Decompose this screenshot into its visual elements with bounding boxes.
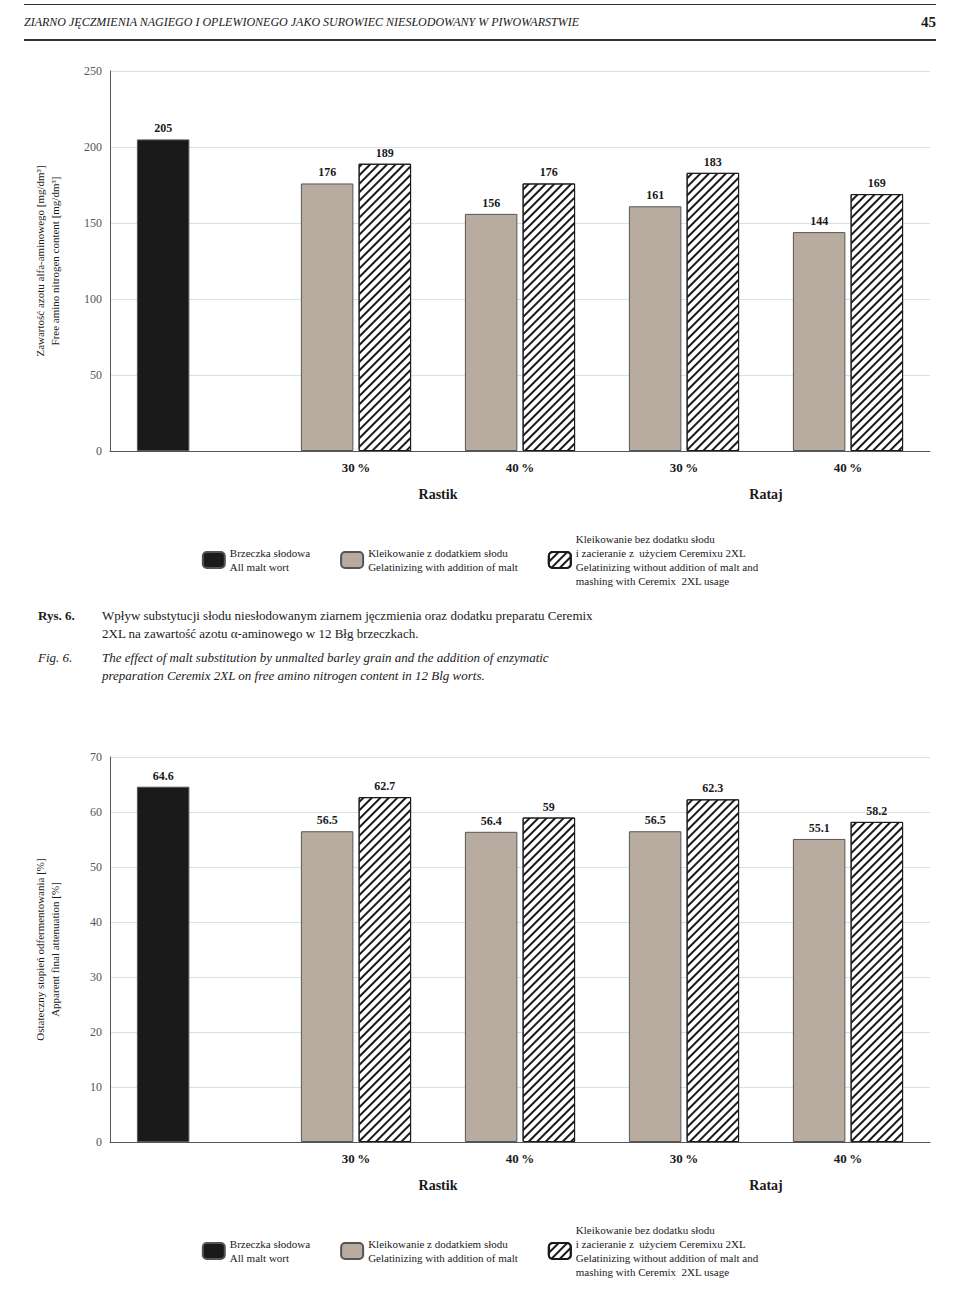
svg-text:144: 144 (810, 214, 828, 228)
svg-text:40 %: 40 % (834, 460, 863, 475)
svg-text:30 %: 30 % (342, 1151, 371, 1166)
svg-text:100: 100 (84, 292, 102, 306)
svg-text:205: 205 (154, 121, 172, 135)
html-text:Wpływ substytucji słodu niesło: Wpływ substytucji słodu niesłodowanym zi… (102, 608, 593, 623)
svg-text:176: 176 (318, 165, 336, 179)
svg-text:Rataj: Rataj (749, 1178, 782, 1193)
svg-text:30 %: 30 % (670, 1151, 699, 1166)
svg-text:Ostateczny stopień odfermentow: Ostateczny stopień odfermentowania [%] (34, 858, 46, 1040)
html-text:ZIARNO JĘCZMIENIA NAGIEGO I OP: ZIARNO JĘCZMIENIA NAGIEGO I OPLEWIONEGO … (24, 14, 579, 29)
svg-text:56.5: 56.5 (645, 813, 666, 827)
svg-text:Kleikowanie z dodatkiem słodu: Kleikowanie z dodatkiem słodu (368, 1238, 508, 1250)
svg-text:mashing with Ceremix 2XL usag: mashing with Ceremix 2XL usage (576, 1266, 729, 1278)
html-text:Rys. 6.: Rys. 6. (38, 608, 75, 623)
svg-text:Rastik: Rastik (419, 487, 458, 502)
svg-text:50: 50 (90, 860, 102, 874)
svg-text:62.7: 62.7 (374, 779, 395, 793)
svg-text:64.6: 64.6 (153, 769, 174, 783)
svg-text:189: 189 (376, 146, 394, 160)
svg-text:176: 176 (540, 165, 558, 179)
svg-text:30 %: 30 % (342, 460, 371, 475)
svg-text:Gelatinizing with addition of: Gelatinizing with addition of malt (368, 1252, 518, 1264)
svg-text:156: 156 (482, 196, 500, 210)
html-text:The effect of malt substitutio: The effect of malt substitution by unmal… (102, 650, 549, 665)
svg-text:Zawartość azotu alfa-aminowego: Zawartość azotu alfa-aminowego [mg/dm³] (34, 165, 46, 356)
svg-text:250: 250 (84, 64, 102, 78)
svg-text:40 %: 40 % (834, 1151, 863, 1166)
svg-text:56.5: 56.5 (317, 813, 338, 827)
svg-text:56.4: 56.4 (481, 814, 502, 828)
html-text:2XL na zawartość azotu α-amino: 2XL na zawartość azotu α-aminowego w 12 … (102, 626, 419, 641)
svg-text:Kleikowanie z dodatkiem słodu: Kleikowanie z dodatkiem słodu (368, 547, 508, 559)
svg-text:183: 183 (704, 155, 722, 169)
svg-text:58.2: 58.2 (866, 804, 887, 818)
svg-text:All malt wort: All malt wort (230, 561, 289, 573)
svg-text:40 %: 40 % (506, 460, 535, 475)
svg-text:All malt wort: All malt wort (230, 1252, 289, 1264)
svg-text:169: 169 (868, 176, 886, 190)
svg-text:i zacieranie z użyciem Ceremi: i zacieranie z użyciem Ceremixu 2XL (576, 547, 746, 559)
svg-text:70: 70 (90, 750, 102, 764)
svg-text:i zacieranie z użyciem Ceremi: i zacieranie z użyciem Ceremixu 2XL (576, 1238, 746, 1250)
html-text:Fig. 6.: Fig. 6. (38, 650, 73, 665)
svg-text:Gelatinizing with addition of: Gelatinizing with addition of malt (368, 561, 518, 573)
svg-text:60: 60 (90, 805, 102, 819)
svg-text:10: 10 (90, 1080, 102, 1094)
svg-text:40 %: 40 % (506, 1151, 535, 1166)
html-text:preparation Ceremix 2XL on fre: preparation Ceremix 2XL on free amino ni… (102, 668, 485, 683)
svg-text:Gelatinizing without addition: Gelatinizing without addition of malt an… (576, 1252, 759, 1264)
svg-text:0: 0 (96, 444, 102, 458)
svg-text:62.3: 62.3 (702, 781, 723, 795)
svg-text:161: 161 (646, 188, 664, 202)
svg-text:Apparent final attenuation [%]: Apparent final attenuation [%] (49, 882, 61, 1017)
svg-text:Rataj: Rataj (749, 487, 782, 502)
svg-text:40: 40 (90, 915, 102, 929)
svg-text:Brzeczka słodowa: Brzeczka słodowa (230, 547, 310, 559)
svg-text:Free amino nitrogen content [m: Free amino nitrogen content [mg/dm³] (49, 177, 61, 346)
svg-text:30 %: 30 % (670, 460, 699, 475)
svg-text:20: 20 (90, 1025, 102, 1039)
svg-text:0: 0 (96, 1135, 102, 1149)
svg-text:Kleikowanie bez dodatku słodu: Kleikowanie bez dodatku słodu (576, 1224, 715, 1236)
html-text:45: 45 (921, 13, 936, 30)
svg-text:55.1: 55.1 (809, 821, 830, 835)
svg-text:150: 150 (84, 216, 102, 230)
svg-text:mashing with Ceremix 2XL usag: mashing with Ceremix 2XL usage (576, 575, 729, 587)
svg-text:Brzeczka słodowa: Brzeczka słodowa (230, 1238, 310, 1250)
svg-text:59: 59 (543, 800, 555, 814)
svg-text:Kleikowanie bez dodatku słodu: Kleikowanie bez dodatku słodu (576, 533, 715, 545)
svg-text:50: 50 (90, 368, 102, 382)
svg-text:Gelatinizing without addition: Gelatinizing without addition of malt an… (576, 561, 759, 573)
svg-text:30: 30 (90, 970, 102, 984)
svg-text:Rastik: Rastik (419, 1178, 458, 1193)
svg-text:200: 200 (84, 140, 102, 154)
